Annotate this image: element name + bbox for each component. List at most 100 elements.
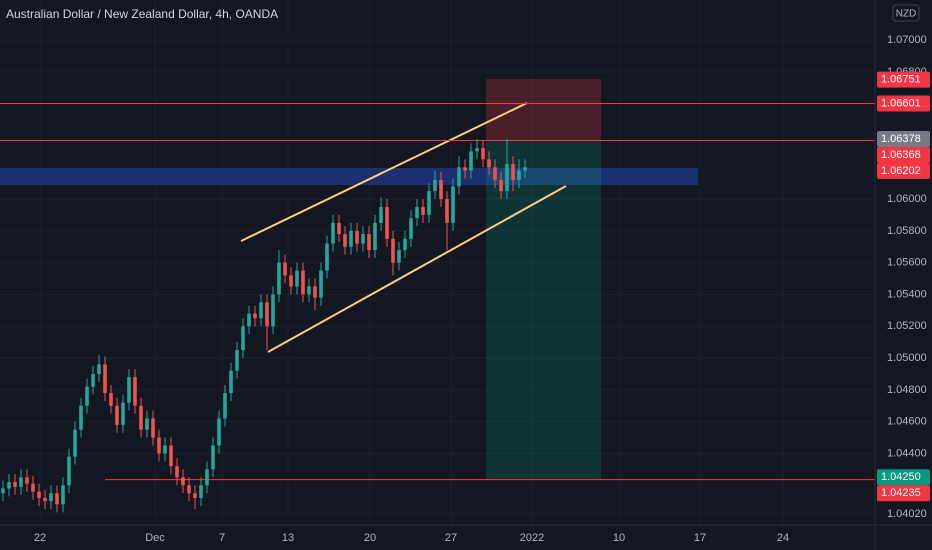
- candle-body: [319, 270, 323, 298]
- candle-body: [205, 469, 209, 486]
- candle-body: [325, 243, 329, 271]
- candle-body: [115, 405, 119, 425]
- candle-body: [421, 207, 425, 215]
- candle-body: [235, 350, 239, 371]
- x-tick-label: 20: [364, 532, 376, 544]
- candle-body: [181, 477, 185, 486]
- target-zone: [486, 140, 601, 480]
- candle-body: [277, 262, 281, 295]
- y-tick-label: 1.04600: [887, 416, 927, 428]
- candle-body: [37, 491, 41, 498]
- candle-body: [109, 393, 113, 406]
- candle-body: [91, 373, 95, 387]
- candle-body: [223, 393, 227, 419]
- axes: 1.070001.068001.060001.058001.056001.054…: [34, 34, 930, 544]
- price-axis: [875, 0, 932, 550]
- candle-body: [193, 493, 197, 498]
- y-tick-label: 1.07000: [887, 34, 927, 46]
- candle-body: [295, 270, 299, 287]
- time-axis: [0, 525, 875, 550]
- candle-body: [145, 418, 149, 430]
- candle-body: [163, 445, 167, 454]
- y-tick-label: 1.05600: [887, 257, 927, 269]
- candle-body: [13, 482, 17, 487]
- y-tick-label: 1.04800: [887, 384, 927, 396]
- candle-body: [25, 477, 29, 484]
- candle-body: [433, 179, 437, 192]
- candle-body: [397, 249, 401, 263]
- candle-body: [343, 234, 347, 247]
- candle-body: [481, 148, 485, 160]
- candle-body: [127, 377, 131, 403]
- candle-body: [271, 294, 275, 327]
- candle-body: [265, 302, 269, 327]
- candle-body: [457, 167, 461, 187]
- candle-body: [103, 364, 107, 394]
- candle-body: [43, 497, 47, 502]
- candle-body: [85, 386, 89, 406]
- candle-body: [505, 164, 509, 192]
- y-tick-label: 1.04400: [887, 447, 927, 459]
- price-label: 1.06601: [881, 97, 921, 109]
- price-label-box: [877, 71, 930, 88]
- price-lines: [0, 103, 875, 481]
- candle-body: [475, 148, 479, 152]
- x-tick-label: 13: [282, 532, 294, 544]
- price-label: 1.06202: [881, 165, 921, 177]
- candle-body: [67, 456, 71, 486]
- price-label-box: [877, 130, 930, 147]
- chart-title: Australian Dollar / New Zealand Dollar, …: [6, 7, 278, 21]
- candle-body: [289, 275, 293, 287]
- candle-body: [349, 230, 353, 247]
- price-label: 1.04235: [881, 487, 921, 499]
- candle-body: [253, 313, 257, 319]
- candle-body: [133, 377, 137, 406]
- candle-body: [55, 493, 59, 505]
- candle-body: [157, 437, 161, 454]
- x-tick-label: 27: [445, 532, 457, 544]
- candle-body: [169, 445, 173, 467]
- price-label: 1.06751: [881, 74, 921, 86]
- candle-body: [199, 485, 203, 498]
- y-tick-label: 1.05400: [887, 288, 927, 300]
- candle-body: [493, 167, 497, 180]
- candle-body: [19, 477, 23, 487]
- channel-lower: [267, 185, 567, 353]
- y-tick-label: 1.05000: [887, 352, 927, 364]
- x-tick-label: Dec: [145, 532, 165, 544]
- price-label-box: [877, 485, 930, 502]
- price-label-box: [877, 469, 930, 486]
- candle-body: [283, 262, 287, 276]
- candle-body: [427, 191, 431, 215]
- zone: [0, 168, 698, 185]
- candle-body: [499, 179, 503, 192]
- y-tick-label: 1.05200: [887, 320, 927, 332]
- candle-body: [307, 286, 311, 295]
- candle-body: [7, 482, 11, 489]
- candle-body: [97, 364, 101, 374]
- candle-body: [391, 238, 395, 263]
- x-tick-label: 17: [694, 532, 706, 544]
- candle-body: [79, 405, 83, 430]
- currency: NZD: [896, 9, 917, 20]
- candle-body: [511, 164, 515, 180]
- candle-body: [139, 405, 143, 430]
- candle-body: [31, 483, 35, 492]
- candle-body: [61, 485, 65, 505]
- x-tick-label: 24: [777, 532, 789, 544]
- x-tick-label: 7: [219, 532, 225, 544]
- stop-zone: [486, 79, 601, 140]
- y-tick-label: 1.04020: [887, 508, 927, 520]
- candle-body: [463, 167, 467, 171]
- candle-body: [379, 207, 383, 223]
- candle-body: [373, 222, 377, 250]
- candle-body: [73, 429, 77, 457]
- candle-body: [211, 445, 215, 470]
- channel-upper: [240, 102, 528, 242]
- currency-badge[interactable]: [892, 4, 920, 22]
- candle-body: [241, 326, 245, 351]
- y-tick-label: 1.05800: [887, 225, 927, 237]
